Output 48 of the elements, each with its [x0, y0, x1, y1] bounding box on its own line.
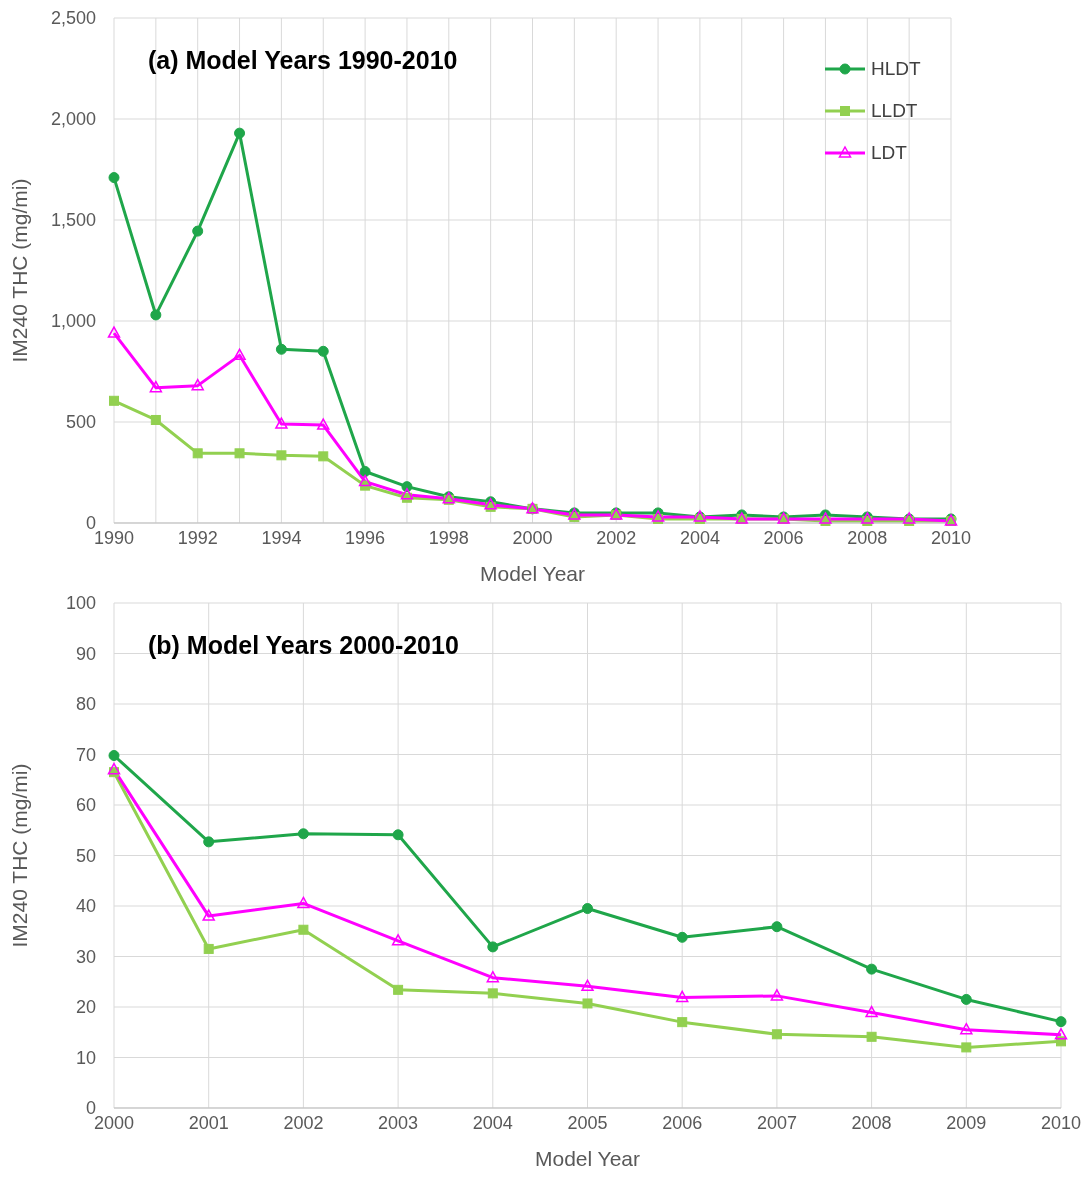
y-tick-label: 30 [75, 946, 96, 967]
x-tick-label: 2006 [763, 527, 804, 548]
x-tick-label: 2010 [1040, 1112, 1082, 1133]
legend-label: HLDT [871, 58, 921, 80]
y-tick-label: 50 [75, 845, 96, 866]
x-tick-label: 1996 [345, 527, 386, 548]
text: (a) Model Years 1990-2010 [148, 46, 458, 75]
x-tick-label: 2006 [662, 1112, 703, 1133]
x-tick-label: 2008 [847, 527, 888, 548]
x-axis-title: Model Year [479, 562, 586, 585]
x-tick-label: 2010 [930, 527, 972, 548]
x-tick-label: 2003 [378, 1112, 419, 1133]
x-tick-label: 2007 [756, 1112, 797, 1133]
y-tick-label: 20 [75, 997, 96, 1018]
y-tick-label: 0 [85, 1098, 96, 1119]
y-tick-label: 10 [75, 1047, 96, 1068]
x-tick-label: 2009 [946, 1112, 987, 1133]
x-tick-label: 2000 [512, 527, 553, 548]
x-tick-label: 1994 [261, 527, 302, 548]
y-tick-label: 500 [65, 412, 96, 433]
x-tick-label: 2005 [567, 1112, 608, 1133]
y-tick-label: 1,500 [50, 210, 96, 231]
y-tick-label: 70 [75, 744, 96, 765]
y-tick-label: 2,500 [50, 8, 96, 29]
y-tick-label: 90 [75, 643, 96, 664]
legend-label: LLDT [871, 100, 918, 122]
y-axis-title: IM240 THC (mg/mi) [8, 178, 32, 363]
x-tick-label: 2004 [472, 1112, 513, 1133]
y-tick-label: 40 [75, 896, 96, 917]
text: (b) Model Years 2000-2010 [148, 631, 459, 660]
x-tick-label: 2002 [596, 527, 637, 548]
x-axis-title: Model Year [534, 1147, 641, 1170]
x-tick-label: 2001 [188, 1112, 229, 1133]
y-tick-label: 80 [75, 694, 96, 715]
x-tick-label: 2000 [93, 1112, 135, 1133]
y-tick-label: 2,000 [50, 109, 96, 130]
legend-label: LDT [871, 142, 907, 164]
x-tick-label: 2002 [283, 1112, 324, 1133]
y-tick-label: 1,000 [50, 311, 96, 332]
x-tick-label: 2004 [679, 527, 720, 548]
y-tick-label: 0 [85, 513, 96, 534]
y-axis-title: IM240 THC (mg/mi) [8, 763, 32, 948]
x-tick-label: 1990 [93, 527, 135, 548]
y-tick-label: 60 [75, 795, 96, 816]
x-tick-label: 2008 [851, 1112, 892, 1133]
y-tick-label: 100 [65, 593, 96, 614]
x-tick-label: 1992 [177, 527, 218, 548]
x-tick-label: 1998 [428, 527, 469, 548]
